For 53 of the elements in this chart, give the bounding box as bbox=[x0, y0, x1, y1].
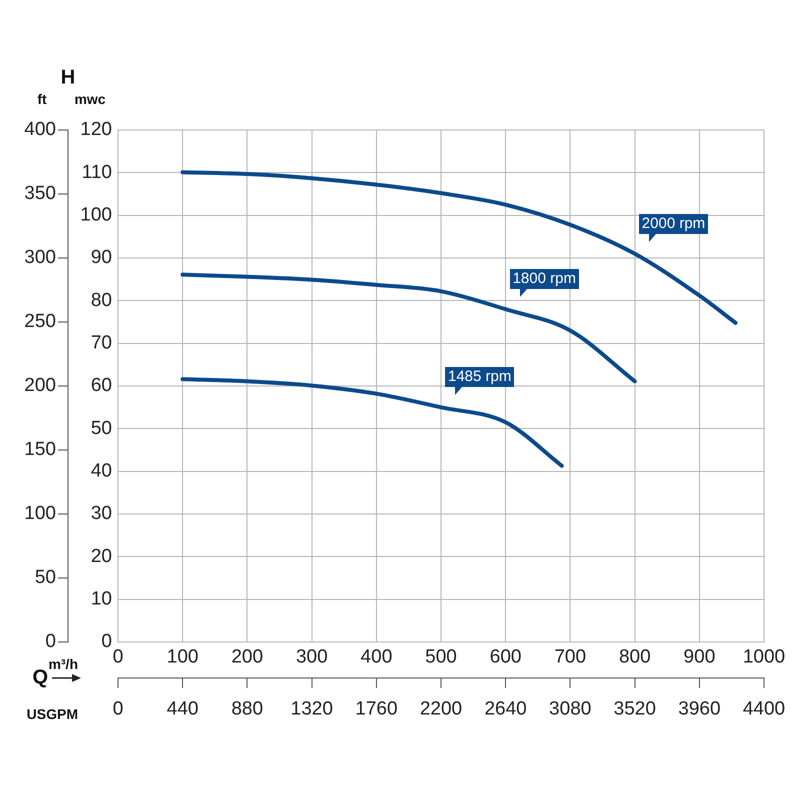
y2-tick-label: 350 bbox=[24, 183, 56, 204]
y-tick-label: 40 bbox=[90, 460, 112, 482]
y-tick-label: 0 bbox=[101, 631, 112, 652]
x2-tick-label: 1320 bbox=[290, 698, 333, 720]
text: Q bbox=[32, 666, 48, 689]
y2-axis-title: ft bbox=[37, 90, 47, 107]
y-axis-title: mwc bbox=[74, 90, 106, 107]
x-tick-label: 600 bbox=[490, 646, 522, 668]
y-tick-label: 30 bbox=[90, 503, 112, 524]
text: H bbox=[60, 66, 76, 89]
y2-tick-label: 0 bbox=[45, 631, 56, 652]
line-series bbox=[180, 170, 738, 325]
x-tick-label: 200 bbox=[231, 646, 264, 668]
y-tick-label: 100 bbox=[80, 204, 112, 226]
x2-axis-title: USGPM bbox=[26, 706, 78, 722]
x2-tick-label: 1760 bbox=[355, 698, 398, 720]
y-tick-label: 50 bbox=[90, 418, 112, 439]
y2-tick-label: 150 bbox=[24, 439, 56, 460]
line-series bbox=[180, 272, 637, 384]
series-label: 2000 rpm bbox=[638, 214, 708, 234]
x-tick-label: 900 bbox=[684, 646, 716, 668]
y-tick-label: 120 bbox=[80, 119, 112, 140]
x2-tick-label: 3960 bbox=[678, 698, 721, 720]
x2-tick-label: 880 bbox=[231, 698, 264, 720]
y-tick-label: 60 bbox=[90, 375, 112, 396]
y-tick-label: 110 bbox=[82, 162, 112, 183]
y-tick-label: 70 bbox=[90, 332, 112, 354]
y2-tick-label: 400 bbox=[24, 119, 56, 140]
y2-tick-label: 100 bbox=[24, 503, 56, 524]
x2-tick-label: 2200 bbox=[420, 698, 462, 720]
y2-tick-label: 50 bbox=[34, 567, 56, 588]
x-tick-label: 500 bbox=[425, 646, 457, 668]
y-tick-label: 10 bbox=[90, 588, 112, 610]
y-tick-label: 80 bbox=[90, 290, 112, 311]
x2-tick-label: 3520 bbox=[614, 698, 656, 720]
y2-tick-label: 200 bbox=[24, 375, 56, 396]
y2-tick-label: 300 bbox=[24, 247, 56, 268]
series-label: 1485 rpm bbox=[445, 367, 514, 388]
x2-tick-label: 440 bbox=[166, 698, 198, 720]
x-tick-label: 400 bbox=[360, 646, 392, 668]
x2-tick-label: 4400 bbox=[742, 698, 786, 720]
x-tick-label: 800 bbox=[618, 646, 651, 668]
x-tick-label: 300 bbox=[296, 646, 328, 668]
y-tick-label: 20 bbox=[90, 546, 112, 567]
x2-tick-label: 2640 bbox=[484, 698, 527, 720]
x2-tick-label: 3080 bbox=[549, 698, 592, 720]
x-axis-title: m³/h bbox=[48, 656, 78, 672]
y-tick-label: 90 bbox=[90, 247, 112, 268]
x-tick-label: 100 bbox=[166, 646, 198, 668]
x-tick-label: 1000 bbox=[742, 646, 786, 668]
series-label: 1800 rpm bbox=[510, 269, 579, 290]
y2-tick-label: 250 bbox=[24, 311, 56, 332]
x-tick-label: 700 bbox=[554, 646, 586, 668]
